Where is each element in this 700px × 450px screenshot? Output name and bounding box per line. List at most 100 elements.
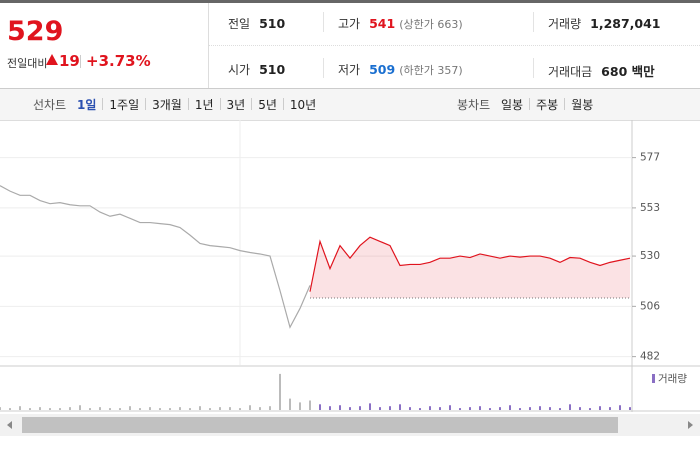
volume-bar	[529, 407, 531, 410]
scroll-right[interactable]	[688, 421, 693, 429]
stat-note: (하한가 357)	[399, 64, 463, 77]
volume-bar	[429, 406, 431, 410]
divider	[323, 12, 324, 32]
tab[interactable]: 주봉	[536, 98, 559, 112]
stat-value: 1,287,041	[590, 16, 661, 31]
volume-bar	[539, 406, 541, 410]
volume-bar	[189, 408, 191, 410]
volume-bar	[29, 408, 31, 410]
tab-list: 일봉 주봉 월봉	[501, 96, 593, 113]
volume-bar	[339, 405, 341, 410]
tab[interactable]: 1년	[194, 98, 214, 112]
tab[interactable]: 일봉	[501, 98, 524, 112]
tab-sep	[564, 98, 566, 110]
tab-sep	[219, 98, 221, 110]
tab-sep	[145, 98, 147, 110]
volume-bar	[109, 408, 111, 410]
line	[309, 236, 631, 292]
stat-value: 510	[259, 16, 286, 31]
tab-list: 1일 1주일 3개월 1년 3년 5년 10년	[77, 96, 316, 113]
volume-bar	[489, 408, 491, 410]
volume-bar	[259, 407, 261, 410]
volume-bar	[469, 407, 471, 410]
volume-bar	[209, 408, 211, 410]
volume-bar	[319, 404, 321, 410]
volume-bar	[369, 403, 371, 410]
legend-label: 거래량	[658, 373, 687, 385]
volume-bar	[69, 407, 71, 410]
volume-bar	[219, 407, 221, 410]
legend-swatch	[652, 374, 655, 383]
volume-bar	[229, 407, 231, 410]
stat-value: 509	[369, 62, 396, 77]
volume-bar	[609, 407, 611, 410]
stat-value: 510	[259, 62, 286, 77]
scroll-left[interactable]	[7, 421, 12, 429]
volume-bar	[499, 407, 501, 410]
stat-label: 거래대금	[548, 65, 593, 79]
stat-label: 시가	[228, 63, 251, 77]
divider	[533, 58, 534, 78]
y-tick-label: 506	[640, 300, 660, 312]
divider	[323, 58, 324, 78]
volume-bar	[589, 408, 591, 410]
tab[interactable]: 3개월	[152, 98, 182, 112]
volume-bar	[199, 406, 201, 410]
volume-bar	[349, 407, 351, 410]
y-tick-label: 553	[640, 202, 660, 214]
tab[interactable]: 월봉	[571, 98, 594, 112]
volume-bar	[39, 407, 41, 410]
volume-bar	[19, 406, 21, 410]
tab[interactable]: 5년	[258, 98, 277, 112]
volume-bar	[159, 408, 161, 410]
volume-bar	[419, 408, 421, 410]
volume-bar	[379, 407, 381, 410]
volume-bar	[409, 407, 411, 410]
volume-bar	[329, 406, 331, 410]
stat: 시가 510	[228, 61, 285, 78]
tab-sep	[251, 98, 253, 110]
volume-bar	[279, 373, 281, 410]
y-tick-label: 577	[640, 152, 660, 164]
stat: 전일 510	[228, 15, 285, 32]
volume-bar	[389, 406, 391, 410]
volume-bar	[289, 398, 291, 410]
volume-bar	[479, 406, 481, 410]
volume-bar	[309, 400, 311, 410]
scroll-thumb[interactable]	[22, 417, 618, 433]
divider	[208, 3, 209, 88]
volume-bar	[459, 408, 461, 410]
change: 19	[59, 52, 80, 70]
stat-label: 거래량	[548, 17, 582, 31]
stat-label: 전일	[228, 17, 251, 31]
volume-bar	[9, 408, 11, 410]
volume-bar	[249, 405, 251, 410]
tab[interactable]: 1주일	[109, 98, 140, 112]
volume-bar	[569, 404, 571, 410]
volume-bar	[299, 402, 301, 410]
stat: 거래량 1,287,041	[548, 15, 661, 32]
volume-bar	[59, 408, 61, 410]
tab[interactable]: 3년	[226, 98, 246, 112]
stat-value: 541	[369, 16, 396, 31]
top-border	[0, 0, 700, 3]
tab[interactable]: 1일	[77, 98, 97, 112]
volume-bar	[629, 407, 631, 410]
stat: 거래대금 680 백만	[548, 61, 655, 80]
volume-bar	[129, 406, 131, 410]
volume-bar	[509, 405, 511, 410]
tab[interactable]: 10년	[289, 98, 317, 112]
volume-bar	[139, 408, 141, 410]
volume-bar	[439, 407, 441, 410]
volume-bar	[49, 408, 51, 410]
tab-group-label: 봉차트	[457, 98, 491, 112]
divider	[533, 12, 534, 32]
volume-bar	[399, 404, 401, 410]
price: 529	[7, 16, 64, 47]
tab-sep	[102, 98, 104, 110]
volume-bar	[619, 405, 621, 410]
volume-bar	[269, 406, 271, 410]
stat: 고가 541 (상한가 663)	[338, 15, 463, 32]
line	[0, 185, 311, 329]
